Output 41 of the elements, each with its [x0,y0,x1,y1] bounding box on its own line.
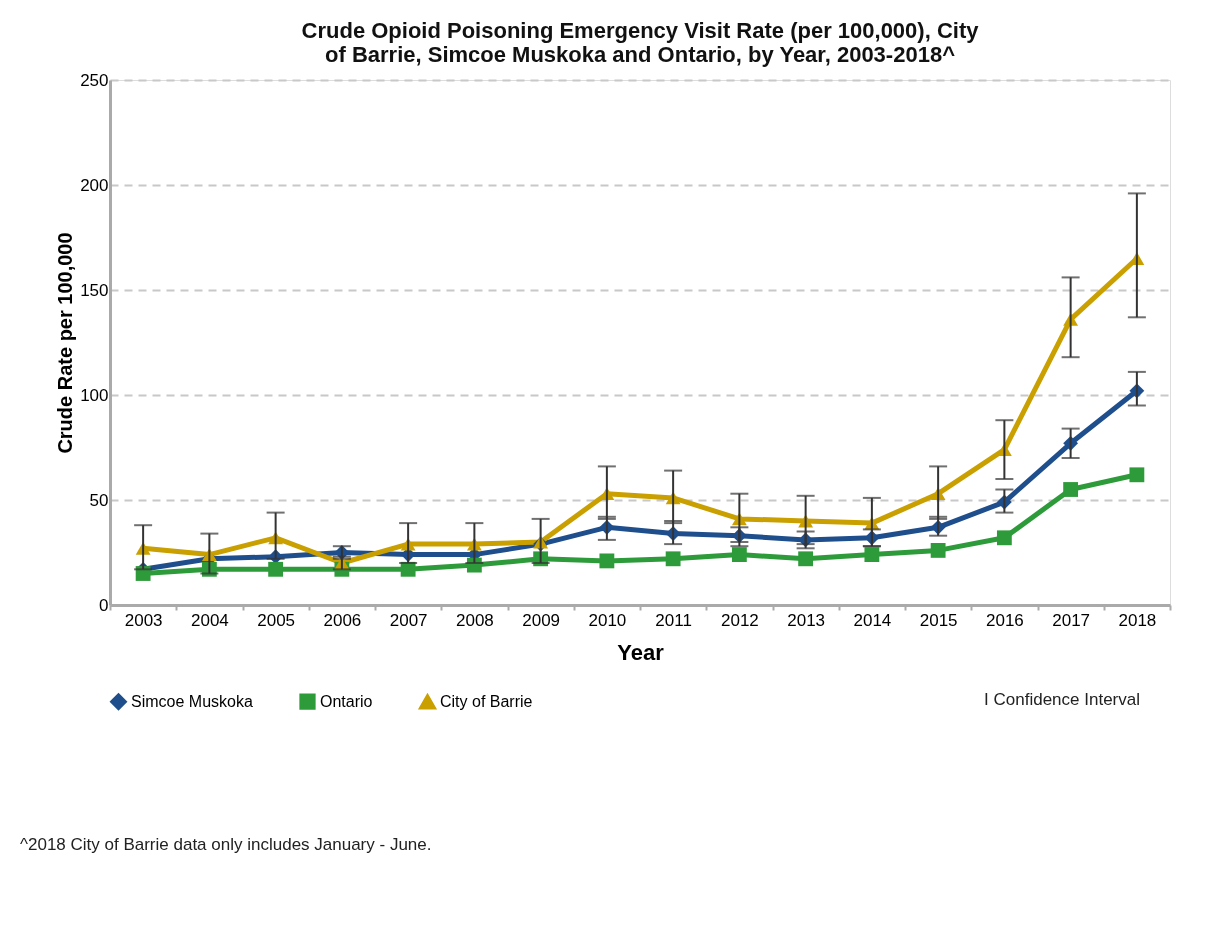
text: of Barrie, Simcoe Muskoka and Ontario, by Year, 2003-2018^ [325,42,955,67]
x-tick-label: 2015 [919,610,958,630]
x-tick-label: 2004 [190,610,229,630]
x-tick-label: 2007 [389,610,428,630]
point [864,547,880,563]
legend-label: Simcoe Muskoka [131,692,253,710]
x-tick-label: 2006 [323,610,362,630]
x-tick-label: 2016 [985,610,1024,630]
x-tick-label: 2013 [787,610,826,630]
x-tick-label: 2012 [720,610,759,630]
x-tick-label: 2011 [655,610,692,630]
x-tick-label: 2003 [124,610,163,630]
text: ^2018 City of Barrie data only includes January - June. [20,835,432,854]
x-axis-title: Year [617,639,665,665]
x-tick-label: 2005 [257,610,296,630]
x-tick-label: 2017 [1052,610,1091,630]
x-tick-label: 2014 [853,610,892,630]
y-tick-label: 50 [89,490,109,510]
point [996,530,1012,546]
legend-label: City of Barrie [440,693,533,711]
y-tick-label: 0 [99,595,109,615]
x-tick-label: 2008 [455,610,494,630]
point [599,553,615,569]
x-tick-label: 2009 [522,610,561,630]
text: Crude Opioid Poisoning Emergency Visit Rate (per 100,000), City [301,18,979,43]
y-axis-title: Crude Rate per 100,000 [54,232,77,454]
y-tick-label: 150 [80,280,109,300]
point [268,561,284,577]
x-tick-label: 2018 [1118,610,1157,630]
point [665,551,681,567]
y-tick-label: 200 [80,175,109,195]
text: I Confidence Interval [984,690,1140,709]
y-tick-label: 100 [80,385,109,405]
y-tick-label: 250 [80,70,109,90]
point [1129,467,1145,483]
legend-label: Ontario [320,692,373,710]
point [1063,482,1079,497]
point [798,551,814,567]
point [930,542,946,558]
x-tick-label: 2010 [588,610,627,630]
point [731,547,747,563]
